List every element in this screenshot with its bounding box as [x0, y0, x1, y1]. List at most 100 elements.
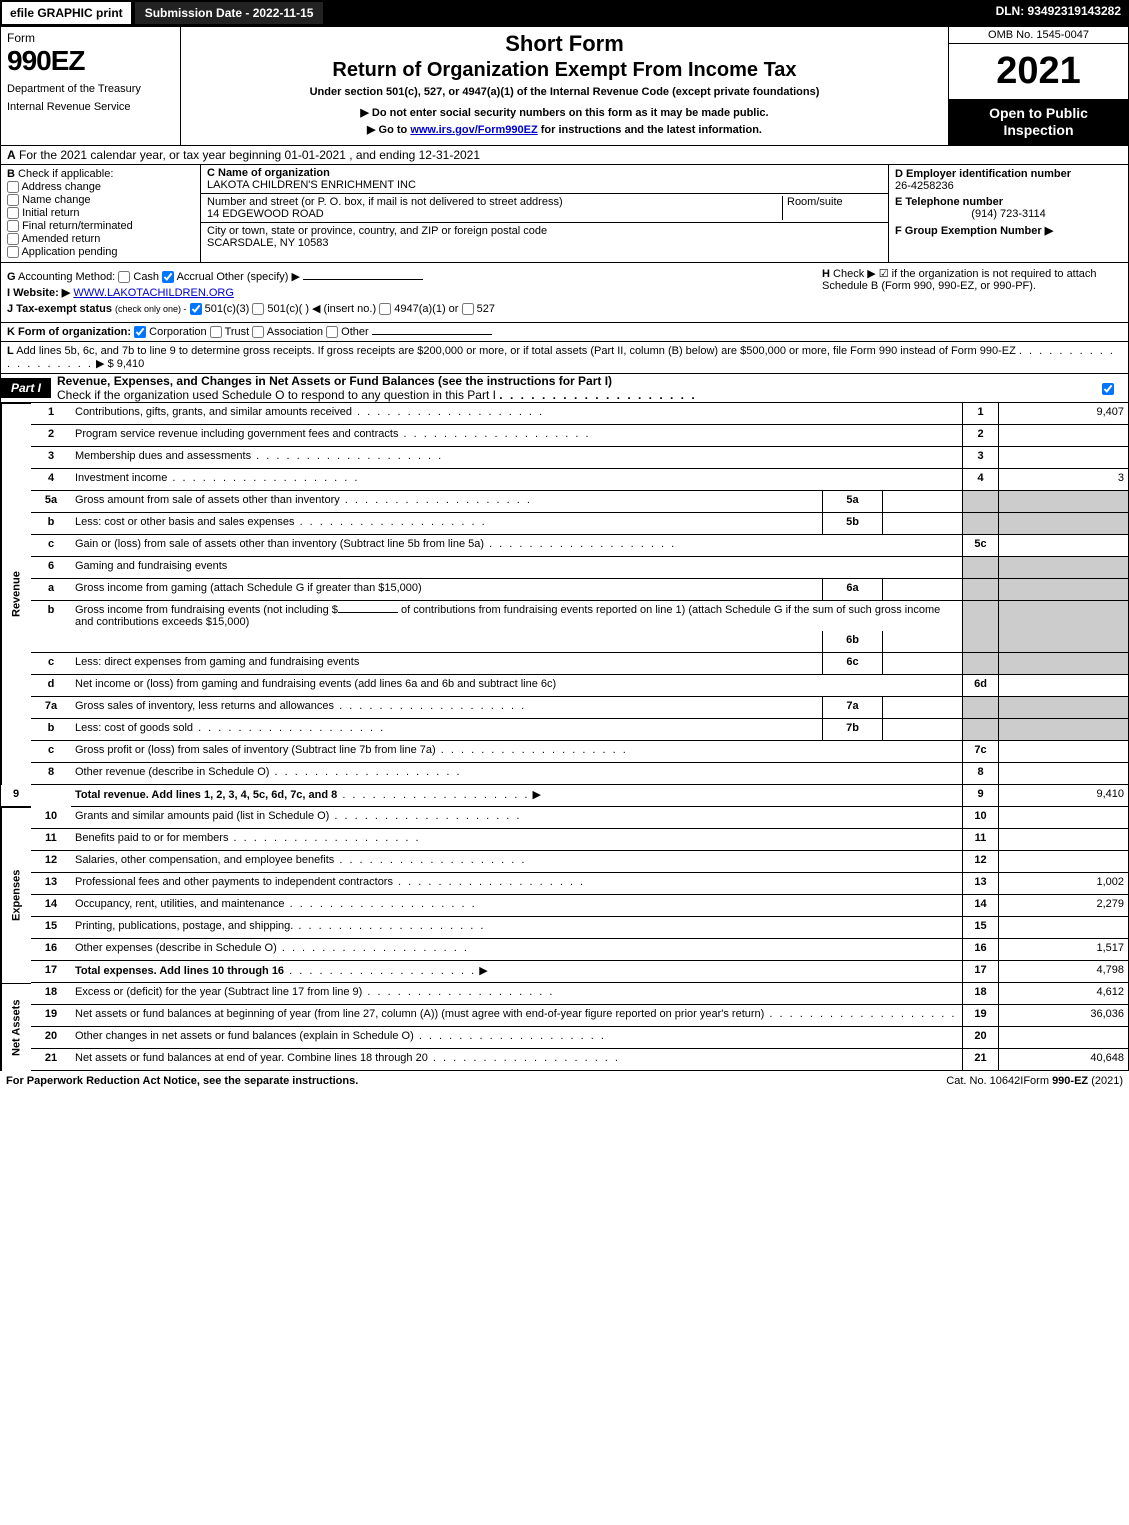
footer-notice: For Paperwork Reduction Act Notice, see …: [6, 1075, 946, 1087]
b-opt-pending[interactable]: Application pending: [7, 246, 194, 258]
row-a-lead: A: [7, 148, 16, 162]
irs-link[interactable]: www.irs.gov/Form990EZ: [410, 124, 537, 136]
cb-cash[interactable]: [118, 271, 130, 283]
cb-501c3[interactable]: [190, 303, 202, 315]
ln9-desc: Total revenue. Add lines 1, 2, 3, 4, 5c,…: [71, 785, 962, 807]
ln6c-rshade: [962, 653, 998, 675]
cb-trust[interactable]: [210, 326, 222, 338]
open-to-public: Open to Public Inspection: [949, 99, 1128, 145]
efile-print-button[interactable]: efile GRAPHIC print: [0, 0, 133, 26]
website-link[interactable]: WWW.LAKOTACHILDREN.ORG: [73, 287, 234, 299]
e-label: E Telephone number: [895, 196, 1122, 208]
subtitle-goto: ▶ Go to www.irs.gov/Form990EZ for instru…: [185, 123, 944, 136]
cb-part-i-schedule-o[interactable]: [1102, 383, 1114, 395]
title-return: Return of Organization Exempt From Incom…: [185, 59, 944, 82]
b-label: Check if applicable:: [18, 168, 113, 180]
cb-other[interactable]: [326, 326, 338, 338]
ln18-desc: Excess or (deficit) for the year (Subtra…: [71, 983, 962, 1005]
dept-irs: Internal Revenue Service: [7, 101, 174, 113]
col-c: C Name of organization LAKOTA CHILDREN'S…: [201, 165, 888, 263]
ln1-r: 1: [962, 403, 998, 425]
ln6a-vshade: [998, 579, 1128, 601]
cb-501c[interactable]: [252, 303, 264, 315]
ln6-vshade: [998, 557, 1128, 579]
cb-amended-return[interactable]: [7, 233, 19, 245]
ln6b-sub: 6b: [822, 631, 882, 653]
vlabel-expenses: Expenses: [1, 807, 31, 983]
page-footer: For Paperwork Reduction Act Notice, see …: [0, 1071, 1129, 1091]
cb-accrual[interactable]: [162, 271, 174, 283]
topbar: efile GRAPHIC print Submission Date - 20…: [0, 0, 1129, 26]
ln5a-vshade: [998, 491, 1128, 513]
l-text: Add lines 5b, 6c, and 7b to line 9 to de…: [16, 345, 1016, 357]
ln12-num: 12: [31, 851, 71, 873]
ln6b-amount-input[interactable]: [338, 612, 398, 613]
cb-4947[interactable]: [379, 303, 391, 315]
ln13-desc: Professional fees and other payments to …: [71, 873, 962, 895]
ln21-val: 40,648: [998, 1049, 1128, 1071]
ln6c-desc: Less: direct expenses from gaming and fu…: [71, 653, 822, 675]
cb-application-pending[interactable]: [7, 246, 19, 258]
ln10-num: 10: [31, 807, 71, 829]
cb-corporation[interactable]: [134, 326, 146, 338]
ln16-r: 16: [962, 939, 998, 961]
b-opt-amended[interactable]: Amended return: [7, 233, 194, 245]
j-line: J Tax-exempt status (check only one) - 5…: [7, 302, 822, 315]
ln6b-num: b: [31, 601, 71, 653]
row-a-calendar-year: A For the 2021 calendar year, or tax yea…: [0, 146, 1129, 165]
part-i-check: [1088, 381, 1128, 395]
ln7a-sub: 7a: [822, 697, 882, 719]
ln16-num: 16: [31, 939, 71, 961]
subtitle-section: Under section 501(c), 527, or 4947(a)(1)…: [185, 86, 944, 98]
ln4-desc: Investment income: [71, 469, 962, 491]
ln11-num: 11: [31, 829, 71, 851]
ln19-r: 19: [962, 1005, 998, 1027]
ln12-desc: Salaries, other compensation, and employ…: [71, 851, 962, 873]
ln5b-rshade: [962, 513, 998, 535]
submission-date: Submission Date - 2022-11-15: [133, 0, 326, 26]
ln6a-sub: 6a: [822, 579, 882, 601]
c-city: SCARSDALE, NY 10583: [207, 237, 547, 249]
ln19-desc: Net assets or fund balances at beginning…: [71, 1005, 962, 1027]
ln17-desc: Total expenses. Add lines 10 through 16 …: [71, 961, 962, 983]
goto-suffix: for instructions and the latest informat…: [538, 124, 762, 136]
k-other-input[interactable]: [372, 334, 492, 335]
ln5a-subval: [882, 491, 962, 513]
g-other-input[interactable]: [303, 279, 423, 280]
ln20-r: 20: [962, 1027, 998, 1049]
cb-final-return[interactable]: [7, 220, 19, 232]
ln3-val: [998, 447, 1128, 469]
ln18-val: 4,612: [998, 983, 1128, 1005]
form-number: 990EZ: [7, 45, 174, 77]
ln8-r: 8: [962, 763, 998, 785]
ln14-num: 14: [31, 895, 71, 917]
b-opt-address[interactable]: Address change: [7, 181, 194, 193]
cb-address-change[interactable]: [7, 181, 19, 193]
b-opt-name[interactable]: Name change: [7, 194, 194, 206]
ln13-val: 1,002: [998, 873, 1128, 895]
footer-catno: Cat. No. 10642I: [946, 1075, 1023, 1087]
subtitle-no-ssn: ▶ Do not enter social security numbers o…: [185, 106, 944, 119]
cb-initial-return[interactable]: [7, 207, 19, 219]
c-street-label: Number and street (or P. O. box, if mail…: [207, 196, 782, 208]
ln19-val: 36,036: [998, 1005, 1128, 1027]
part-i-grid: Revenue 1 Contributions, gifts, grants, …: [0, 403, 1129, 1071]
l-val: $ 9,410: [108, 358, 145, 370]
d-label: D Employer identification number: [895, 168, 1122, 180]
ln7a-desc: Gross sales of inventory, less returns a…: [71, 697, 822, 719]
ln18-num: 18: [31, 983, 71, 1005]
h-text: Check ▶ ☑ if the organization is not req…: [822, 268, 1097, 292]
b-opt-initial[interactable]: Initial return: [7, 207, 194, 219]
cb-527[interactable]: [462, 303, 474, 315]
ln12-val: [998, 851, 1128, 873]
cb-name-change[interactable]: [7, 194, 19, 206]
cb-association[interactable]: [252, 326, 264, 338]
col-b: B Check if applicable: Address change Na…: [1, 165, 201, 263]
d-ein: 26-4258236: [895, 180, 1122, 192]
c-name-row: C Name of organization LAKOTA CHILDREN'S…: [201, 165, 888, 194]
topbar-spacer: [325, 0, 987, 26]
b-opt-final[interactable]: Final return/terminated: [7, 220, 194, 232]
bcdef-row: B Check if applicable: Address change Na…: [0, 165, 1129, 264]
ln7b-rshade: [962, 719, 998, 741]
i-line: I Website: ▶ WWW.LAKOTACHILDREN.ORG: [7, 286, 822, 299]
